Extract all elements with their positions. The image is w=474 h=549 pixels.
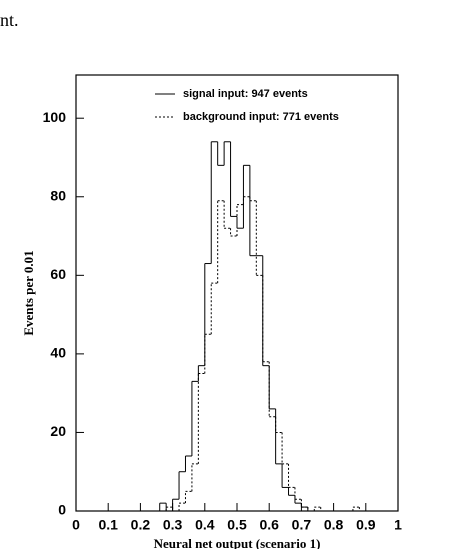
legend-label: background input: 771 events [183, 111, 339, 123]
text-fragment: nt. [0, 10, 19, 30]
y-tick-label: 80 [50, 187, 66, 203]
x-tick-label: 0.3 [163, 517, 183, 533]
legend-label: signal input: 947 events [183, 88, 308, 100]
y-tick-label: 100 [43, 109, 67, 125]
y-tick-label: 0 [58, 502, 66, 518]
x-axis-label: Neural net output (scenario 1) [154, 536, 321, 549]
x-tick-label: 0.8 [324, 517, 344, 533]
x-tick-label: 0.9 [356, 517, 376, 533]
x-tick-label: 0.7 [292, 517, 312, 533]
y-tick-label: 40 [50, 345, 66, 361]
x-tick-label: 0.5 [227, 517, 247, 533]
x-tick-label: 0.2 [131, 517, 151, 533]
y-tick-label: 60 [50, 266, 66, 282]
y-tick-label: 20 [50, 423, 66, 439]
x-tick-label: 0.4 [195, 517, 215, 533]
x-tick-label: 0.6 [259, 517, 279, 533]
x-tick-label: 1 [394, 517, 402, 533]
x-tick-label: 0 [72, 517, 80, 533]
x-tick-label: 0.1 [98, 517, 118, 533]
plot-frame [75, 74, 399, 512]
y-axis-label: Events per 0.01 [21, 250, 36, 335]
